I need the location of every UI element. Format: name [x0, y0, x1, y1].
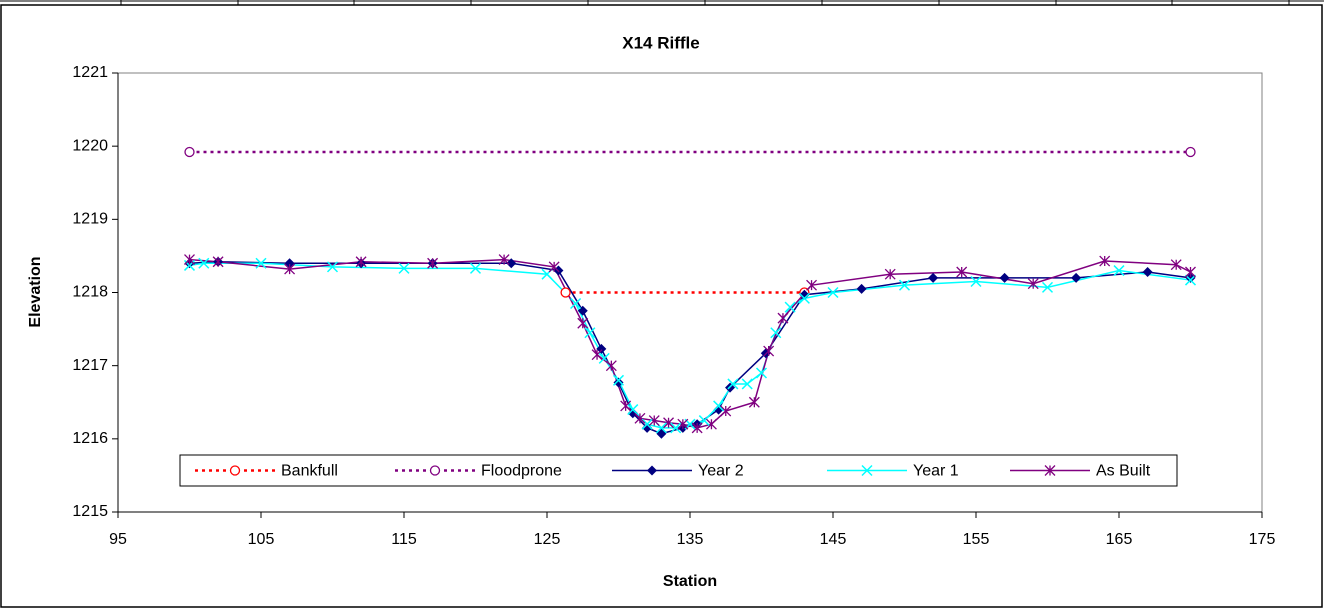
marker — [1041, 281, 1054, 293]
chart-border — [0, 4, 1323, 608]
x-tick-label: 175 — [1249, 531, 1276, 548]
x-tick-label: 105 — [248, 531, 275, 548]
sheet-cell-borders — [0, 0, 1324, 5]
marker — [1027, 278, 1039, 290]
marker — [928, 272, 939, 283]
x-tick-label: 155 — [963, 531, 990, 548]
legend-label: Bankfull — [281, 463, 338, 480]
marker — [184, 254, 195, 266]
y-tick-label: 1219 — [72, 211, 108, 228]
marker — [577, 317, 589, 329]
y-tick-label: 1217 — [72, 357, 108, 374]
legend-label: Floodprone — [481, 463, 562, 480]
marker — [677, 418, 689, 430]
x-tick-label: 115 — [391, 531, 417, 548]
marker — [748, 396, 760, 408]
marker — [1044, 465, 1056, 476]
marker — [429, 465, 441, 476]
y-tick-label: 1221 — [72, 64, 108, 81]
legend-label: Year 1 — [913, 463, 959, 480]
y-axis-label: Elevation — [27, 256, 44, 327]
marker — [627, 404, 639, 416]
marker — [469, 262, 482, 274]
x-axis-label: Station — [663, 573, 717, 590]
marker — [705, 418, 717, 430]
x-tick-label: 135 — [677, 531, 704, 548]
marker — [605, 360, 617, 372]
marker — [861, 464, 873, 477]
marker — [670, 422, 682, 434]
marker — [596, 343, 607, 354]
x-tick-label: 95 — [109, 531, 127, 548]
marker — [648, 415, 660, 427]
marker — [591, 349, 603, 361]
marker — [548, 261, 560, 273]
marker — [198, 257, 210, 269]
marker — [691, 422, 703, 434]
marker — [806, 279, 818, 291]
marker — [777, 312, 789, 324]
marker — [647, 465, 657, 476]
marker — [1071, 272, 1082, 283]
marker — [663, 417, 675, 429]
marker — [741, 378, 753, 390]
chart-title: X14 Riffle — [622, 33, 699, 52]
marker — [720, 405, 732, 417]
marker — [1113, 265, 1125, 277]
legend-label: Year 2 — [698, 463, 744, 480]
marker — [620, 400, 632, 412]
x-tick-label: 145 — [820, 531, 847, 548]
marker — [184, 146, 195, 158]
x-tick-label: 165 — [1106, 531, 1133, 548]
marker — [970, 275, 982, 288]
marker — [284, 263, 296, 275]
marker — [799, 289, 810, 300]
marker — [784, 301, 796, 313]
y-tick-label: 1216 — [72, 430, 108, 447]
marker — [584, 327, 596, 339]
legend: Bankfull Floodprone Year 2 Year 1 As Built — [179, 454, 1178, 487]
marker — [1099, 255, 1111, 267]
marker — [1184, 274, 1197, 286]
marker — [798, 292, 810, 304]
y-tick-label: 1215 — [72, 503, 108, 520]
marker — [398, 262, 410, 274]
marker — [212, 256, 224, 268]
marker — [498, 254, 510, 266]
marker — [999, 272, 1010, 283]
marker — [560, 287, 571, 298]
marker — [255, 257, 267, 269]
marker — [727, 378, 739, 390]
marker — [755, 367, 768, 379]
legend-label: As Built — [1096, 463, 1151, 480]
marker — [1185, 266, 1196, 278]
marker — [770, 327, 782, 339]
marker — [763, 345, 775, 357]
marker — [713, 400, 725, 412]
series-line — [189, 258, 1191, 429]
marker — [229, 465, 241, 476]
marker — [613, 377, 624, 388]
marker — [898, 279, 911, 291]
marker — [827, 286, 839, 299]
y-tick-label: 1220 — [72, 137, 108, 154]
marker — [956, 266, 968, 278]
marker — [506, 258, 517, 269]
marker — [326, 261, 339, 273]
marker — [634, 412, 646, 424]
marker — [570, 297, 582, 310]
marker — [1142, 267, 1153, 278]
marker — [884, 268, 896, 280]
marker — [1170, 259, 1182, 271]
marker — [355, 256, 367, 268]
x-tick-label: 125 — [534, 531, 561, 548]
marker — [612, 374, 625, 386]
marker — [1185, 146, 1196, 158]
marker — [856, 283, 867, 294]
marker — [427, 257, 439, 269]
marker — [641, 418, 653, 430]
y-tick-label: 1218 — [72, 284, 108, 301]
